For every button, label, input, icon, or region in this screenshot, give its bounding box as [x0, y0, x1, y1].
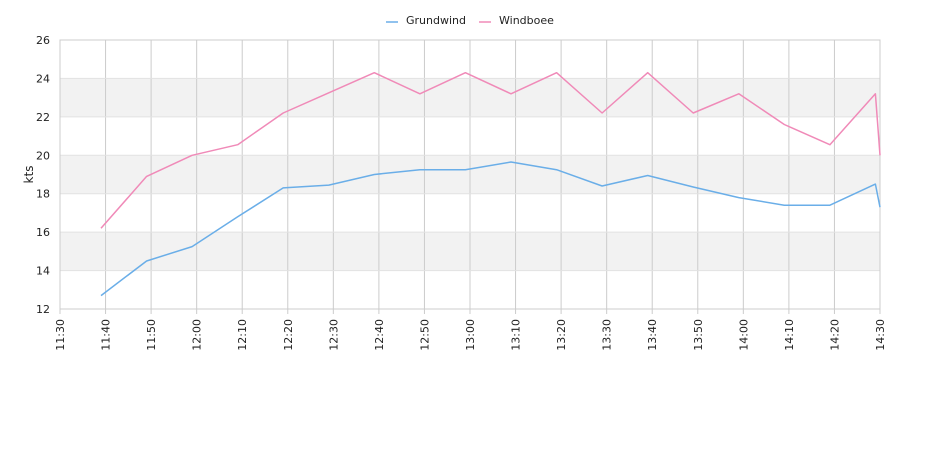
x-tick-label: 13:10: [510, 319, 523, 351]
legend-item-windboee[interactable]: Windboee: [479, 14, 554, 27]
y-tick-label: 26: [36, 34, 50, 47]
x-tick-label: 13:20: [555, 319, 568, 351]
legend[interactable]: Grundwind Windboee: [386, 14, 554, 27]
legend-label: Windboee: [499, 14, 554, 27]
series-line-windboee: [100, 71, 881, 229]
x-tick-label: 12:30: [327, 319, 340, 351]
x-tick-label: 14:20: [828, 319, 841, 351]
plot-frame: [59, 39, 881, 310]
x-tick-label: 11:30: [54, 319, 67, 351]
series-lines: [100, 71, 881, 297]
x-gridlines: [59, 40, 881, 314]
y-tick-label: 16: [36, 226, 50, 239]
x-tick-label: 12:40: [373, 319, 386, 351]
series-line-grundwind: [100, 161, 881, 297]
legend-label: Grundwind: [406, 14, 466, 27]
legend-item-grundwind[interactable]: Grundwind: [386, 14, 466, 27]
x-tick-label: 12:10: [236, 319, 249, 351]
x-tick-label: 14:10: [783, 319, 796, 351]
x-tick-label: 11:50: [145, 319, 158, 351]
y-tick-label: 14: [36, 265, 50, 278]
x-tick-label: 13:40: [646, 319, 659, 351]
y-tick-label: 12: [36, 303, 50, 316]
x-tick-label: 13:00: [464, 319, 477, 351]
x-tick-label: 14:00: [737, 319, 750, 351]
x-axis-ticks: 11:30 11:40 11:50 12:00 12:10 12:20 12:30 12:40…: [54, 319, 887, 351]
x-tick-label: 12:00: [191, 319, 204, 351]
y-tick-label: 20: [36, 149, 50, 162]
y-axis-ticks: 12 14 16 18 20 22 24 26: [36, 34, 50, 316]
x-tick-label: 11:40: [100, 319, 113, 351]
y-tick-label: 22: [36, 111, 50, 124]
y-axis-title: kts: [22, 166, 36, 184]
x-tick-label: 13:30: [601, 319, 614, 351]
y-tick-label: 24: [36, 72, 50, 85]
x-tick-label: 12:20: [282, 319, 295, 351]
y-tick-label: 18: [36, 188, 50, 201]
x-tick-label: 12:50: [418, 319, 431, 351]
x-tick-label: 14:30: [874, 319, 887, 351]
x-tick-label: 13:50: [692, 319, 705, 351]
